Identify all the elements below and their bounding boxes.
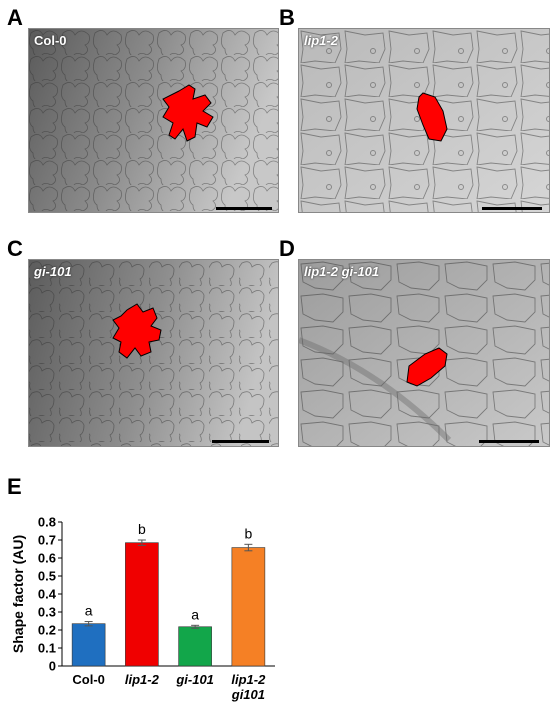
- scale-bar: [482, 207, 542, 210]
- highlighted-cell: [416, 92, 448, 142]
- x-tick-label: gi-101: [175, 672, 214, 687]
- genotype-label: lip1-2: [304, 33, 338, 48]
- bar: [178, 626, 212, 667]
- y-tick-label: 0.5: [38, 569, 56, 584]
- genotype-label: Col-0: [34, 33, 67, 48]
- x-tick-label: lip1-2: [125, 672, 160, 687]
- shape-factor-bar-chart: 0 0.1 0.2 0.3 0.4 0.5 0.6 0.7 0.8 Shape factor (A…: [10, 515, 275, 702]
- genotype-label: gi-101: [34, 264, 72, 279]
- y-tick-label: 0.7: [38, 533, 56, 548]
- micrograph-image: [299, 29, 549, 212]
- significance-letter: b: [244, 525, 252, 541]
- bar: [71, 623, 106, 667]
- y-tick-label: 0.3: [38, 605, 56, 620]
- significance-letter: b: [138, 521, 146, 537]
- micrograph-gi-101: gi-101: [28, 259, 279, 447]
- x-tick-label: gi101: [231, 687, 265, 702]
- x-tick-label: lip1-2: [231, 672, 266, 687]
- highlighted-cell: [112, 303, 162, 359]
- panel-letter-e: E: [7, 474, 22, 499]
- panel-letter-b: B: [279, 5, 295, 30]
- micrograph-image: [299, 260, 549, 446]
- genotype-label: lip1-2 gi-101: [304, 264, 380, 279]
- y-tick-label: 0.8: [38, 515, 56, 530]
- panel-letter-d: D: [279, 236, 295, 261]
- y-tick-label: 0.4: [38, 587, 57, 602]
- micrograph-lip1-2-gi-101: lip1-2 gi-101: [298, 259, 550, 447]
- bar: [125, 542, 159, 667]
- micrograph-image: [29, 260, 278, 446]
- y-tick-label: 0: [49, 659, 56, 674]
- y-tick-label: 0.1: [38, 641, 56, 656]
- significance-letter: a: [85, 603, 93, 619]
- highlighted-cell: [162, 84, 214, 142]
- micrograph-col-0: Col-0: [28, 28, 279, 213]
- panel-letter-a: A: [7, 5, 23, 30]
- bar: [231, 547, 266, 667]
- scale-bar: [212, 440, 269, 443]
- significance-letter: a: [191, 606, 199, 622]
- highlighted-cell: [406, 347, 448, 387]
- y-tick-label: 0.2: [38, 623, 56, 638]
- y-axis-label: Shape factor (AU): [10, 535, 26, 653]
- panel-letter-c: C: [7, 236, 23, 261]
- scale-bar: [216, 207, 272, 210]
- micrograph-image: [29, 29, 278, 212]
- scale-bar: [479, 440, 539, 443]
- x-tick-label: Col-0: [72, 672, 105, 687]
- micrograph-lip1-2: lip1-2: [298, 28, 550, 213]
- y-tick-label: 0.6: [38, 551, 56, 566]
